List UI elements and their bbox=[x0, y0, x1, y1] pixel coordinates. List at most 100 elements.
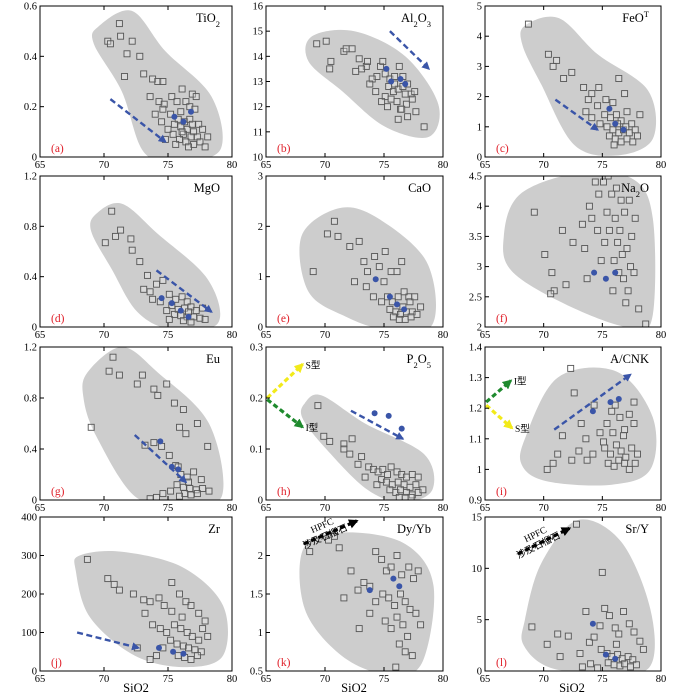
sample-circle-f bbox=[602, 275, 609, 282]
trend-arrow-j bbox=[76, 631, 141, 651]
sample-square-j bbox=[129, 590, 137, 598]
sample-square-k bbox=[398, 571, 406, 579]
sample-square-j bbox=[178, 613, 186, 621]
sample-square-d bbox=[140, 285, 148, 293]
sample-square-h bbox=[358, 453, 366, 461]
sample-square-f bbox=[635, 305, 643, 313]
sample-square-h bbox=[402, 473, 410, 481]
plot-frame-e bbox=[265, 175, 444, 328]
sample-square-j bbox=[173, 640, 181, 648]
trend-arrow-c bbox=[554, 98, 599, 131]
sample-square-g bbox=[133, 380, 141, 388]
panel-title-g: Eu bbox=[206, 352, 221, 366]
sample-square-c bbox=[634, 132, 641, 140]
x-tick-label-f: 80 bbox=[656, 330, 667, 341]
sample-square-h bbox=[374, 468, 382, 476]
sample-square-i bbox=[628, 444, 636, 452]
y-tick-label-c: 4 bbox=[477, 32, 483, 43]
sample-square-b bbox=[322, 37, 330, 45]
sample-square-f bbox=[618, 251, 626, 258]
arrow-label-i: S型 bbox=[515, 424, 530, 435]
sample-square-k bbox=[399, 621, 407, 629]
sample-square-c bbox=[603, 123, 611, 131]
sample-square-d bbox=[128, 246, 136, 254]
sample-square-k bbox=[340, 594, 348, 602]
sample-square-f bbox=[548, 269, 556, 277]
sample-square-g bbox=[190, 468, 198, 476]
sample-square-g bbox=[109, 353, 117, 361]
sample-square-e bbox=[388, 298, 396, 306]
x-tick-label-l: 80 bbox=[656, 674, 667, 685]
sample-square-c bbox=[609, 99, 617, 107]
sample-square-f bbox=[642, 320, 650, 327]
trend-arrow-h bbox=[266, 363, 304, 400]
y-tick-label-d: 0.8 bbox=[24, 222, 37, 233]
sample-square-e bbox=[387, 268, 395, 276]
data-field-f bbox=[503, 176, 656, 327]
sample-circle-d bbox=[177, 307, 184, 314]
sample-square-h bbox=[387, 463, 395, 471]
y-tick-label-d: 1.2 bbox=[24, 172, 37, 183]
y-tick-label-i: 1.4 bbox=[469, 343, 483, 354]
sample-square-i bbox=[558, 432, 566, 440]
sample-square-a bbox=[185, 143, 192, 151]
x-tick-label-f: 65 bbox=[480, 330, 491, 341]
sample-square-c bbox=[607, 114, 614, 122]
sample-square-g bbox=[138, 371, 146, 379]
sample-square-i bbox=[615, 456, 623, 464]
sample-square-g bbox=[150, 439, 158, 447]
sample-square-c bbox=[588, 114, 596, 122]
sample-square-c bbox=[568, 68, 576, 76]
sample-square-l bbox=[604, 659, 612, 667]
sample-square-d bbox=[146, 288, 154, 296]
sample-square-f bbox=[562, 281, 570, 289]
sample-square-j bbox=[182, 598, 190, 606]
sample-square-c bbox=[628, 120, 636, 128]
panel-title-a: TiO2 bbox=[196, 11, 220, 29]
sample-circle-g bbox=[175, 466, 182, 473]
sample-square-d bbox=[112, 232, 119, 240]
sample-square-a bbox=[158, 118, 166, 126]
y-tick-label-k: 1 bbox=[258, 628, 263, 639]
sample-square-i bbox=[625, 410, 633, 418]
sample-square-j bbox=[183, 629, 191, 636]
sample-circle-f bbox=[591, 269, 598, 276]
sample-square-c bbox=[605, 132, 613, 140]
panel-title-j: Zr bbox=[208, 522, 221, 536]
x-tick-label-d: 70 bbox=[99, 330, 110, 341]
sample-square-e bbox=[394, 293, 402, 301]
x-tick-label-j: 80 bbox=[227, 674, 238, 685]
sample-square-a bbox=[121, 73, 128, 80]
sample-square-j bbox=[199, 625, 207, 633]
x-tick-label-f: 70 bbox=[538, 330, 549, 341]
sample-square-k bbox=[372, 548, 380, 556]
x-tick-label-j: 65 bbox=[35, 674, 46, 685]
sample-square-a bbox=[172, 140, 180, 148]
sample-square-b bbox=[411, 88, 419, 96]
x-tick-label-a: 65 bbox=[35, 160, 46, 171]
sample-square-e bbox=[401, 315, 409, 323]
sample-square-l bbox=[564, 632, 572, 640]
panel-title-f: Na2O bbox=[621, 181, 649, 199]
sample-square-h bbox=[369, 465, 377, 473]
sample-square-l bbox=[556, 653, 564, 661]
y-tick-label-f: 2.5 bbox=[469, 292, 482, 303]
sample-square-j bbox=[163, 629, 171, 636]
sample-square-a bbox=[117, 32, 125, 40]
x-tick-label-l: 70 bbox=[538, 674, 549, 685]
sample-circle-d bbox=[158, 295, 165, 302]
sample-square-j bbox=[185, 644, 192, 652]
sample-square-l bbox=[590, 633, 598, 641]
sample-square-i bbox=[608, 407, 616, 415]
sample-square-e bbox=[381, 248, 389, 255]
sample-square-a bbox=[186, 115, 194, 123]
sample-square-d bbox=[101, 239, 109, 247]
sample-square-d bbox=[201, 315, 209, 323]
sample-square-b bbox=[372, 88, 380, 96]
sample-circle-g bbox=[157, 438, 164, 445]
sample-square-b bbox=[401, 90, 409, 98]
plot-frame-d bbox=[39, 175, 233, 328]
sample-square-i bbox=[543, 465, 551, 473]
sample-square-k bbox=[354, 586, 362, 594]
trend-arrow-h bbox=[350, 409, 405, 440]
